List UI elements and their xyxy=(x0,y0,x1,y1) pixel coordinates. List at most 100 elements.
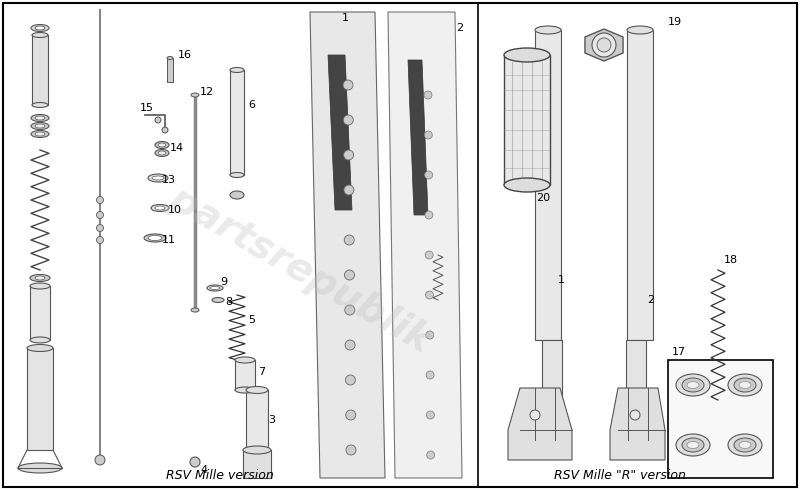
Bar xyxy=(535,30,561,340)
Ellipse shape xyxy=(35,26,45,30)
Ellipse shape xyxy=(682,438,704,452)
Text: 1: 1 xyxy=(342,13,349,23)
Text: 13: 13 xyxy=(162,175,176,185)
Circle shape xyxy=(424,131,432,139)
Ellipse shape xyxy=(212,297,224,302)
Ellipse shape xyxy=(32,102,48,107)
Ellipse shape xyxy=(18,463,62,473)
Text: 3: 3 xyxy=(268,415,275,425)
Ellipse shape xyxy=(152,176,164,180)
Ellipse shape xyxy=(687,382,699,389)
Bar xyxy=(504,55,550,185)
Ellipse shape xyxy=(676,374,710,396)
Circle shape xyxy=(426,331,434,339)
Polygon shape xyxy=(610,388,665,460)
Ellipse shape xyxy=(504,48,550,62)
Bar xyxy=(668,360,773,478)
Polygon shape xyxy=(408,60,428,215)
Ellipse shape xyxy=(728,374,762,396)
Text: 15: 15 xyxy=(140,103,154,113)
Ellipse shape xyxy=(31,130,49,138)
Circle shape xyxy=(97,212,103,219)
Text: RSV Mille "R" version: RSV Mille "R" version xyxy=(554,469,686,482)
Polygon shape xyxy=(328,55,352,210)
Circle shape xyxy=(97,224,103,231)
Circle shape xyxy=(630,410,640,420)
Ellipse shape xyxy=(504,178,550,192)
Ellipse shape xyxy=(191,93,199,97)
Bar xyxy=(627,30,653,340)
Ellipse shape xyxy=(230,172,244,177)
Ellipse shape xyxy=(682,378,704,392)
Ellipse shape xyxy=(144,234,166,242)
Circle shape xyxy=(346,445,356,455)
Circle shape xyxy=(426,451,434,459)
Circle shape xyxy=(345,340,355,350)
Ellipse shape xyxy=(158,151,166,155)
Text: 17: 17 xyxy=(672,347,686,357)
Text: 1: 1 xyxy=(558,275,565,285)
Ellipse shape xyxy=(31,115,49,122)
Text: 20: 20 xyxy=(536,193,550,203)
Text: partsrepublik: partsrepublik xyxy=(162,179,438,361)
Text: 8: 8 xyxy=(225,297,232,307)
Ellipse shape xyxy=(35,116,45,120)
Ellipse shape xyxy=(151,204,169,212)
Ellipse shape xyxy=(30,337,50,343)
Ellipse shape xyxy=(734,378,756,392)
Circle shape xyxy=(345,305,355,315)
Circle shape xyxy=(190,457,200,467)
Ellipse shape xyxy=(148,174,168,182)
Ellipse shape xyxy=(155,149,169,156)
Circle shape xyxy=(426,291,434,299)
Bar xyxy=(27,348,53,450)
Circle shape xyxy=(530,410,540,420)
Ellipse shape xyxy=(31,122,49,129)
Ellipse shape xyxy=(230,191,244,199)
Ellipse shape xyxy=(627,26,653,34)
Bar xyxy=(167,58,173,82)
Bar xyxy=(230,70,244,175)
Circle shape xyxy=(345,270,354,280)
Circle shape xyxy=(424,91,432,99)
Circle shape xyxy=(426,251,434,259)
Text: 19: 19 xyxy=(668,17,682,27)
Bar xyxy=(626,340,646,425)
Polygon shape xyxy=(388,12,462,478)
Ellipse shape xyxy=(207,285,223,291)
Circle shape xyxy=(162,127,168,133)
Bar xyxy=(235,360,255,390)
Circle shape xyxy=(426,411,434,419)
Text: 11: 11 xyxy=(162,235,176,245)
Circle shape xyxy=(346,410,356,420)
Ellipse shape xyxy=(734,438,756,452)
Circle shape xyxy=(97,196,103,203)
Circle shape xyxy=(344,185,354,195)
Circle shape xyxy=(346,375,355,385)
Ellipse shape xyxy=(30,274,50,281)
Ellipse shape xyxy=(155,206,165,210)
Ellipse shape xyxy=(535,26,561,34)
Circle shape xyxy=(343,115,354,125)
Ellipse shape xyxy=(30,283,50,289)
Text: 7: 7 xyxy=(258,367,265,377)
Circle shape xyxy=(155,117,161,123)
Circle shape xyxy=(592,33,616,57)
Circle shape xyxy=(343,80,353,90)
Ellipse shape xyxy=(158,143,166,147)
Ellipse shape xyxy=(35,124,45,128)
Bar xyxy=(246,390,268,450)
Ellipse shape xyxy=(687,441,699,448)
Bar xyxy=(542,340,562,425)
Ellipse shape xyxy=(32,32,48,38)
Ellipse shape xyxy=(739,382,751,389)
Circle shape xyxy=(97,237,103,244)
Bar xyxy=(243,450,271,478)
Polygon shape xyxy=(585,29,623,61)
Text: 4: 4 xyxy=(200,465,207,475)
Ellipse shape xyxy=(35,132,45,136)
Ellipse shape xyxy=(167,56,173,59)
Circle shape xyxy=(425,211,433,219)
Ellipse shape xyxy=(235,387,255,393)
Ellipse shape xyxy=(148,236,162,241)
